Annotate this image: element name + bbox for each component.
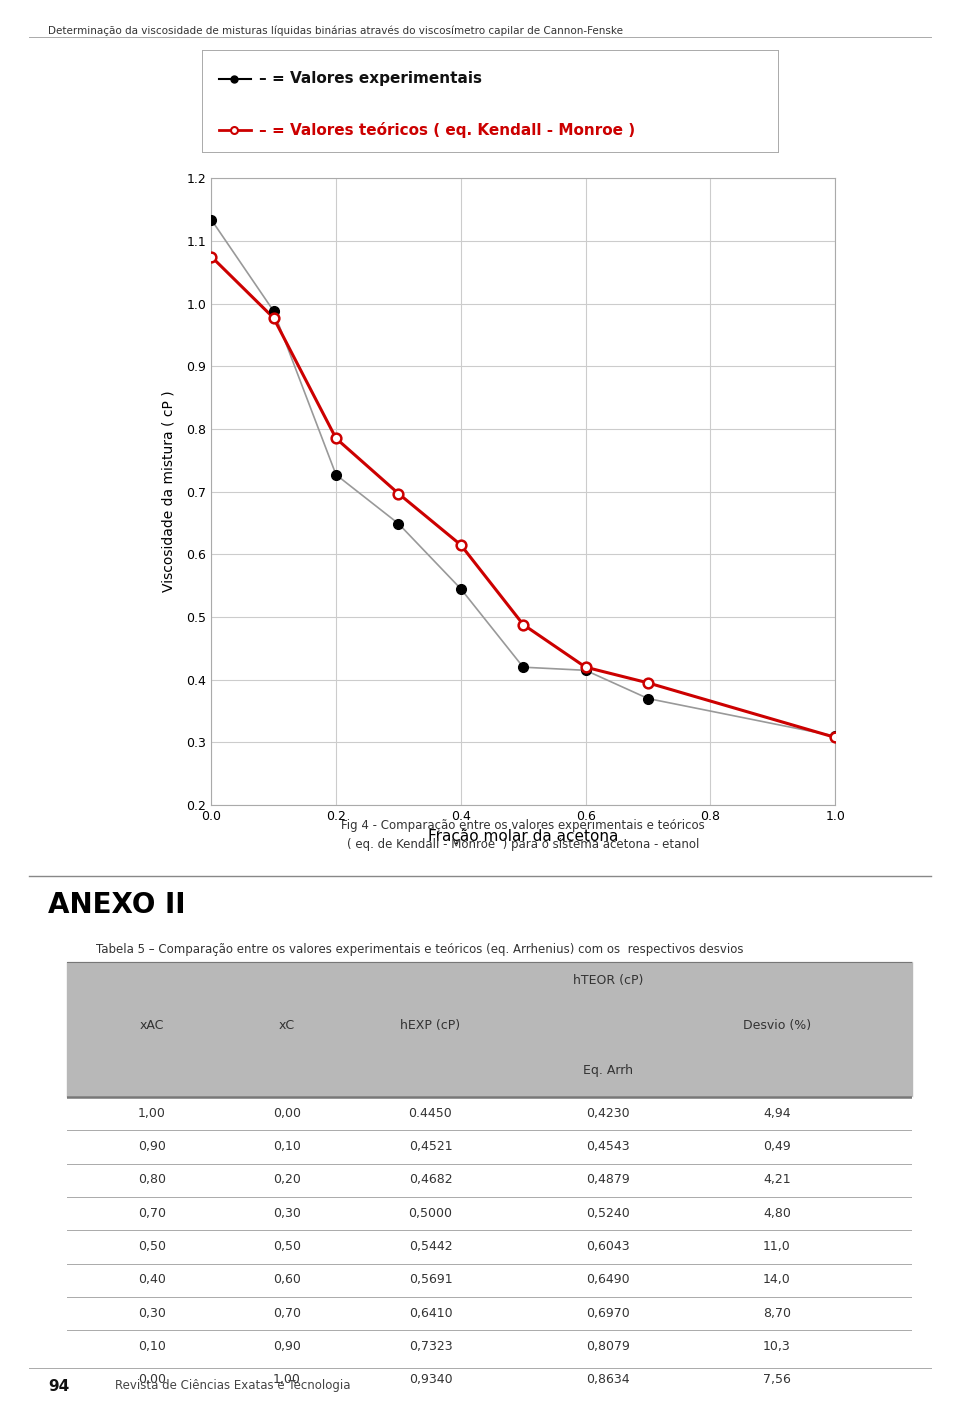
Text: 0,20: 0,20 — [273, 1174, 300, 1187]
Text: 0.4450: 0.4450 — [409, 1107, 452, 1120]
Text: 0,6490: 0,6490 — [586, 1274, 630, 1287]
Text: Fig 4 - Comparação entre os valores experimentais e teóricos: Fig 4 - Comparação entre os valores expe… — [342, 819, 705, 832]
Text: Determinação da viscosidade de misturas líquidas binárias através do viscosímetr: Determinação da viscosidade de misturas … — [48, 26, 623, 36]
Text: 0,6043: 0,6043 — [586, 1240, 630, 1253]
Text: 0,6410: 0,6410 — [409, 1307, 452, 1320]
Text: 7,56: 7,56 — [763, 1374, 791, 1387]
Text: 0,4543: 0,4543 — [586, 1140, 630, 1153]
Text: 0,90: 0,90 — [273, 1340, 300, 1352]
Bar — [67, 962, 912, 1097]
Text: 0,5000: 0,5000 — [408, 1207, 452, 1220]
Text: 4,80: 4,80 — [763, 1207, 791, 1220]
Bar — [67, 1297, 912, 1331]
X-axis label: Fração molar da acetona: Fração molar da acetona — [428, 828, 618, 844]
Bar — [67, 1197, 912, 1230]
Text: 0,50: 0,50 — [137, 1240, 166, 1253]
Text: 4,21: 4,21 — [763, 1174, 791, 1187]
Text: 0,4230: 0,4230 — [586, 1107, 630, 1120]
Text: – = Valores experimentais: – = Valores experimentais — [259, 71, 482, 86]
Text: ANEXO II: ANEXO II — [48, 891, 185, 919]
Text: 0,60: 0,60 — [273, 1274, 300, 1287]
Text: 0,30: 0,30 — [273, 1207, 300, 1220]
Text: Revista de Ciências Exatas e Tecnologia: Revista de Ciências Exatas e Tecnologia — [115, 1379, 350, 1392]
Text: 0,5691: 0,5691 — [409, 1274, 452, 1287]
Text: 8,70: 8,70 — [763, 1307, 791, 1320]
Text: 0,5442: 0,5442 — [409, 1240, 452, 1253]
Text: hEXP (cP): hEXP (cP) — [400, 1019, 461, 1032]
Text: xC: xC — [278, 1019, 295, 1032]
Text: Tabela 5 – Comparação entre os valores experimentais e teóricos (eq. Arrhenius) : Tabela 5 – Comparação entre os valores e… — [96, 943, 743, 956]
Bar — [67, 1331, 912, 1364]
Text: – = Valores teóricos ( eq. Kendall - Monroe ): – = Valores teóricos ( eq. Kendall - Mon… — [259, 123, 636, 138]
Text: 0,8634: 0,8634 — [586, 1374, 630, 1387]
Bar — [67, 1364, 912, 1396]
Bar — [67, 1230, 912, 1264]
Text: 0,8079: 0,8079 — [586, 1340, 630, 1352]
Bar — [67, 1130, 912, 1164]
Text: 0,50: 0,50 — [273, 1240, 300, 1253]
Text: 0,4521: 0,4521 — [409, 1140, 452, 1153]
Text: 0,5240: 0,5240 — [586, 1207, 630, 1220]
Text: 0,30: 0,30 — [137, 1307, 166, 1320]
Text: 94: 94 — [48, 1379, 69, 1395]
Y-axis label: Viscosidade da mistura ( cP ): Viscosidade da mistura ( cP ) — [161, 390, 176, 593]
Text: Eq. Arrh: Eq. Arrh — [583, 1063, 633, 1077]
Text: xAC: xAC — [139, 1019, 164, 1032]
Text: 4,94: 4,94 — [763, 1107, 791, 1120]
Text: hTEOR (cP): hTEOR (cP) — [573, 973, 643, 986]
Text: 11,0: 11,0 — [763, 1240, 791, 1253]
Text: 0,00: 0,00 — [273, 1107, 300, 1120]
Text: 10,3: 10,3 — [763, 1340, 791, 1352]
Text: 14,0: 14,0 — [763, 1274, 791, 1287]
Bar — [67, 1097, 912, 1130]
Text: 0,40: 0,40 — [137, 1274, 166, 1287]
Bar — [67, 1164, 912, 1197]
Text: 0,4682: 0,4682 — [409, 1174, 452, 1187]
Text: 0,70: 0,70 — [273, 1307, 300, 1320]
Text: 0,4879: 0,4879 — [586, 1174, 630, 1187]
Text: 0,00: 0,00 — [137, 1374, 166, 1387]
Text: 0,49: 0,49 — [763, 1140, 791, 1153]
Text: ( eq. de Kendall - Monroe  ) para o sistema acetona - etanol: ( eq. de Kendall - Monroe ) para o siste… — [347, 838, 700, 851]
Text: Desvio (%): Desvio (%) — [743, 1019, 811, 1032]
Text: 0,9340: 0,9340 — [409, 1374, 452, 1387]
Text: 0,7323: 0,7323 — [409, 1340, 452, 1352]
Text: 0,10: 0,10 — [273, 1140, 300, 1153]
Text: 0,6970: 0,6970 — [586, 1307, 630, 1320]
Bar — [67, 1264, 912, 1297]
Text: 0,90: 0,90 — [137, 1140, 166, 1153]
Text: 1,00: 1,00 — [137, 1107, 166, 1120]
Text: 0,70: 0,70 — [137, 1207, 166, 1220]
Text: 0,80: 0,80 — [137, 1174, 166, 1187]
Text: 0,10: 0,10 — [137, 1340, 166, 1352]
Text: 1,00: 1,00 — [273, 1374, 300, 1387]
